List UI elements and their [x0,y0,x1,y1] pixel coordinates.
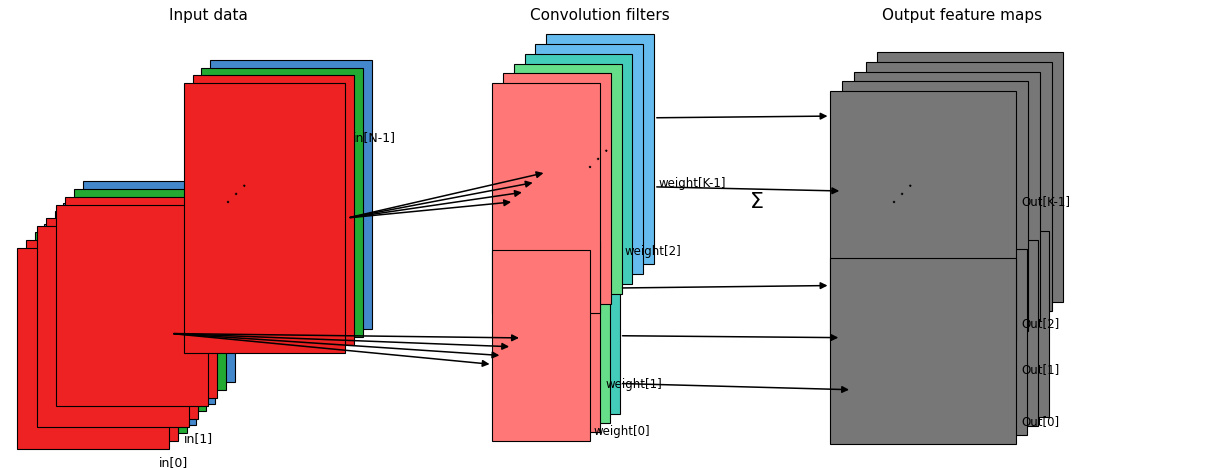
Bar [492,83,600,314]
Text: Out[K-1]: Out[K-1] [1022,195,1070,208]
Bar [82,181,235,382]
Bar [830,91,1017,341]
Bar [525,54,633,284]
Bar [63,203,216,403]
Bar [36,226,189,427]
Bar [841,249,1028,435]
Bar [502,241,600,432]
Bar [210,60,372,329]
Bar [492,250,590,441]
Text: · · ·: · · · [584,143,617,176]
Bar [74,189,225,390]
Bar [193,75,354,345]
Text: in[1]: in[1] [184,432,213,446]
Text: in[0]: in[0] [159,456,189,468]
Bar [536,44,644,274]
Bar [17,248,170,449]
Bar [865,62,1052,312]
Text: weight[0]: weight[0] [593,425,650,438]
Bar [853,72,1040,322]
Bar [514,64,622,294]
Bar [46,219,198,419]
Bar [852,240,1037,426]
Text: Convolution filters: Convolution filters [530,8,670,23]
Text: weight[K-1]: weight[K-1] [659,177,726,190]
Bar [55,211,206,411]
Bar [547,34,654,264]
Text: Out[1]: Out[1] [1022,363,1059,376]
Text: in[N-1]: in[N-1] [353,131,396,144]
Bar [877,52,1063,302]
Text: · · ·: · · · [887,177,920,211]
Text: · · ·: · · · [221,177,255,211]
Text: Output feature maps: Output feature maps [882,8,1042,23]
Text: weight[2]: weight[2] [624,246,681,258]
Bar [521,223,619,414]
Bar [44,224,195,425]
Bar [863,231,1048,417]
Text: Σ: Σ [750,192,764,212]
Bar [65,197,217,398]
Bar [35,232,187,433]
Bar [57,205,208,406]
Bar [201,67,364,337]
Bar [511,232,610,423]
Text: Out[2]: Out[2] [1022,317,1059,330]
Bar [27,240,178,441]
Bar [842,81,1028,331]
Bar [503,73,611,304]
Text: Out[0]: Out[0] [1022,415,1059,428]
Bar [184,83,345,352]
Text: weight[1]: weight[1] [605,378,662,391]
Text: Input data: Input data [168,8,247,23]
Bar [830,257,1017,444]
